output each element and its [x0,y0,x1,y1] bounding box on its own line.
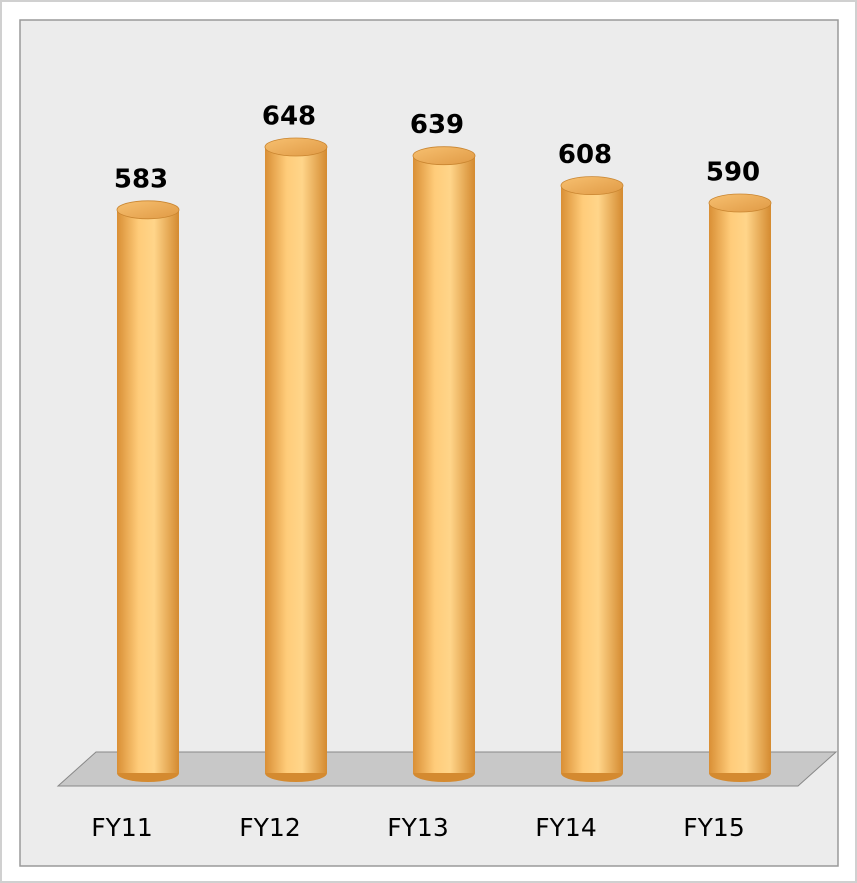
bar-top [708,193,772,213]
bar [561,185,623,773]
value-label: 583 [114,164,168,194]
x-tick-label: FY13 [387,813,448,842]
bar-top [412,146,476,166]
x-tick-label: FY15 [683,813,744,842]
bar [265,147,327,773]
bar-top [560,176,624,196]
value-label: 648 [262,102,316,132]
value-label: 639 [410,110,464,140]
bar-top [264,137,328,157]
bar [413,155,475,773]
bar [709,203,771,773]
value-label: 608 [558,140,612,170]
bar [117,209,179,773]
bar-top [116,200,180,220]
x-tick-label: FY12 [239,813,300,842]
x-tick-label: FY11 [91,813,152,842]
x-tick-label: FY14 [535,813,596,842]
value-label: 590 [706,158,760,188]
